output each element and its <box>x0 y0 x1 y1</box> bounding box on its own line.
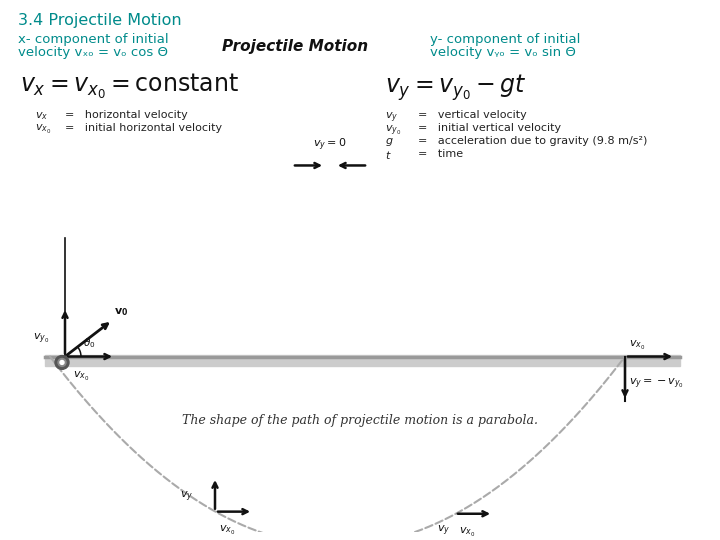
Text: The shape of the path of projectile motion is a parabola.: The shape of the path of projectile moti… <box>182 414 538 427</box>
Text: $v_y = v_{y_0} - gt$: $v_y = v_{y_0} - gt$ <box>385 72 527 103</box>
Text: $v_x$: $v_x$ <box>35 110 48 122</box>
Circle shape <box>60 361 64 365</box>
Text: velocity vₓₒ = vₒ cos Θ: velocity vₓₒ = vₒ cos Θ <box>18 46 168 59</box>
Text: $v_{x_0}$: $v_{x_0}$ <box>73 370 89 383</box>
Text: $v_x = v_{x_0} = \mathrm{constant}$: $v_x = v_{x_0} = \mathrm{constant}$ <box>20 72 239 101</box>
Text: $v_y$: $v_y$ <box>180 490 193 504</box>
Text: $v_y$: $v_y$ <box>437 524 450 538</box>
Text: x- component of initial: x- component of initial <box>18 32 168 45</box>
Text: $v_{x_0}$: $v_{x_0}$ <box>629 339 645 352</box>
Text: $t$: $t$ <box>385 148 392 161</box>
Text: $v_y$: $v_y$ <box>385 110 398 125</box>
Circle shape <box>55 355 69 369</box>
Circle shape <box>58 359 66 366</box>
Text: =   acceleration due to gravity (9.8 m/s²): = acceleration due to gravity (9.8 m/s²) <box>418 136 647 146</box>
Text: $v_{x_0}$: $v_{x_0}$ <box>219 523 235 537</box>
Text: 3.4 Projectile Motion: 3.4 Projectile Motion <box>18 13 181 28</box>
Text: $\mathbf{v_0}$: $\mathbf{v_0}$ <box>114 306 129 318</box>
Text: $v_{y_0}$: $v_{y_0}$ <box>385 123 401 138</box>
Text: velocity vᵧₒ = vₒ sin Θ: velocity vᵧₒ = vₒ sin Θ <box>430 46 576 59</box>
Text: =   initial vertical velocity: = initial vertical velocity <box>418 123 561 133</box>
Text: =   initial horizontal velocity: = initial horizontal velocity <box>65 123 222 133</box>
Text: Projectile Motion: Projectile Motion <box>222 39 368 55</box>
Text: $v_{x_0}$: $v_{x_0}$ <box>459 525 475 538</box>
Text: =   horizontal velocity: = horizontal velocity <box>65 110 188 120</box>
Text: $v_y = 0$: $v_y = 0$ <box>313 136 347 153</box>
Text: $v_{x_0}$: $v_{x_0}$ <box>35 123 51 136</box>
Text: $g$: $g$ <box>385 136 394 148</box>
Text: =   time: = time <box>418 148 463 159</box>
Text: $v_{y_0}$: $v_{y_0}$ <box>33 332 49 346</box>
Text: y- component of initial: y- component of initial <box>430 32 580 45</box>
Bar <box>45 355 680 366</box>
Text: =   vertical velocity: = vertical velocity <box>418 110 527 120</box>
Text: $v_y = -v_{y_0}$: $v_y = -v_{y_0}$ <box>629 377 684 392</box>
Text: $\theta_0$: $\theta_0$ <box>83 336 96 349</box>
